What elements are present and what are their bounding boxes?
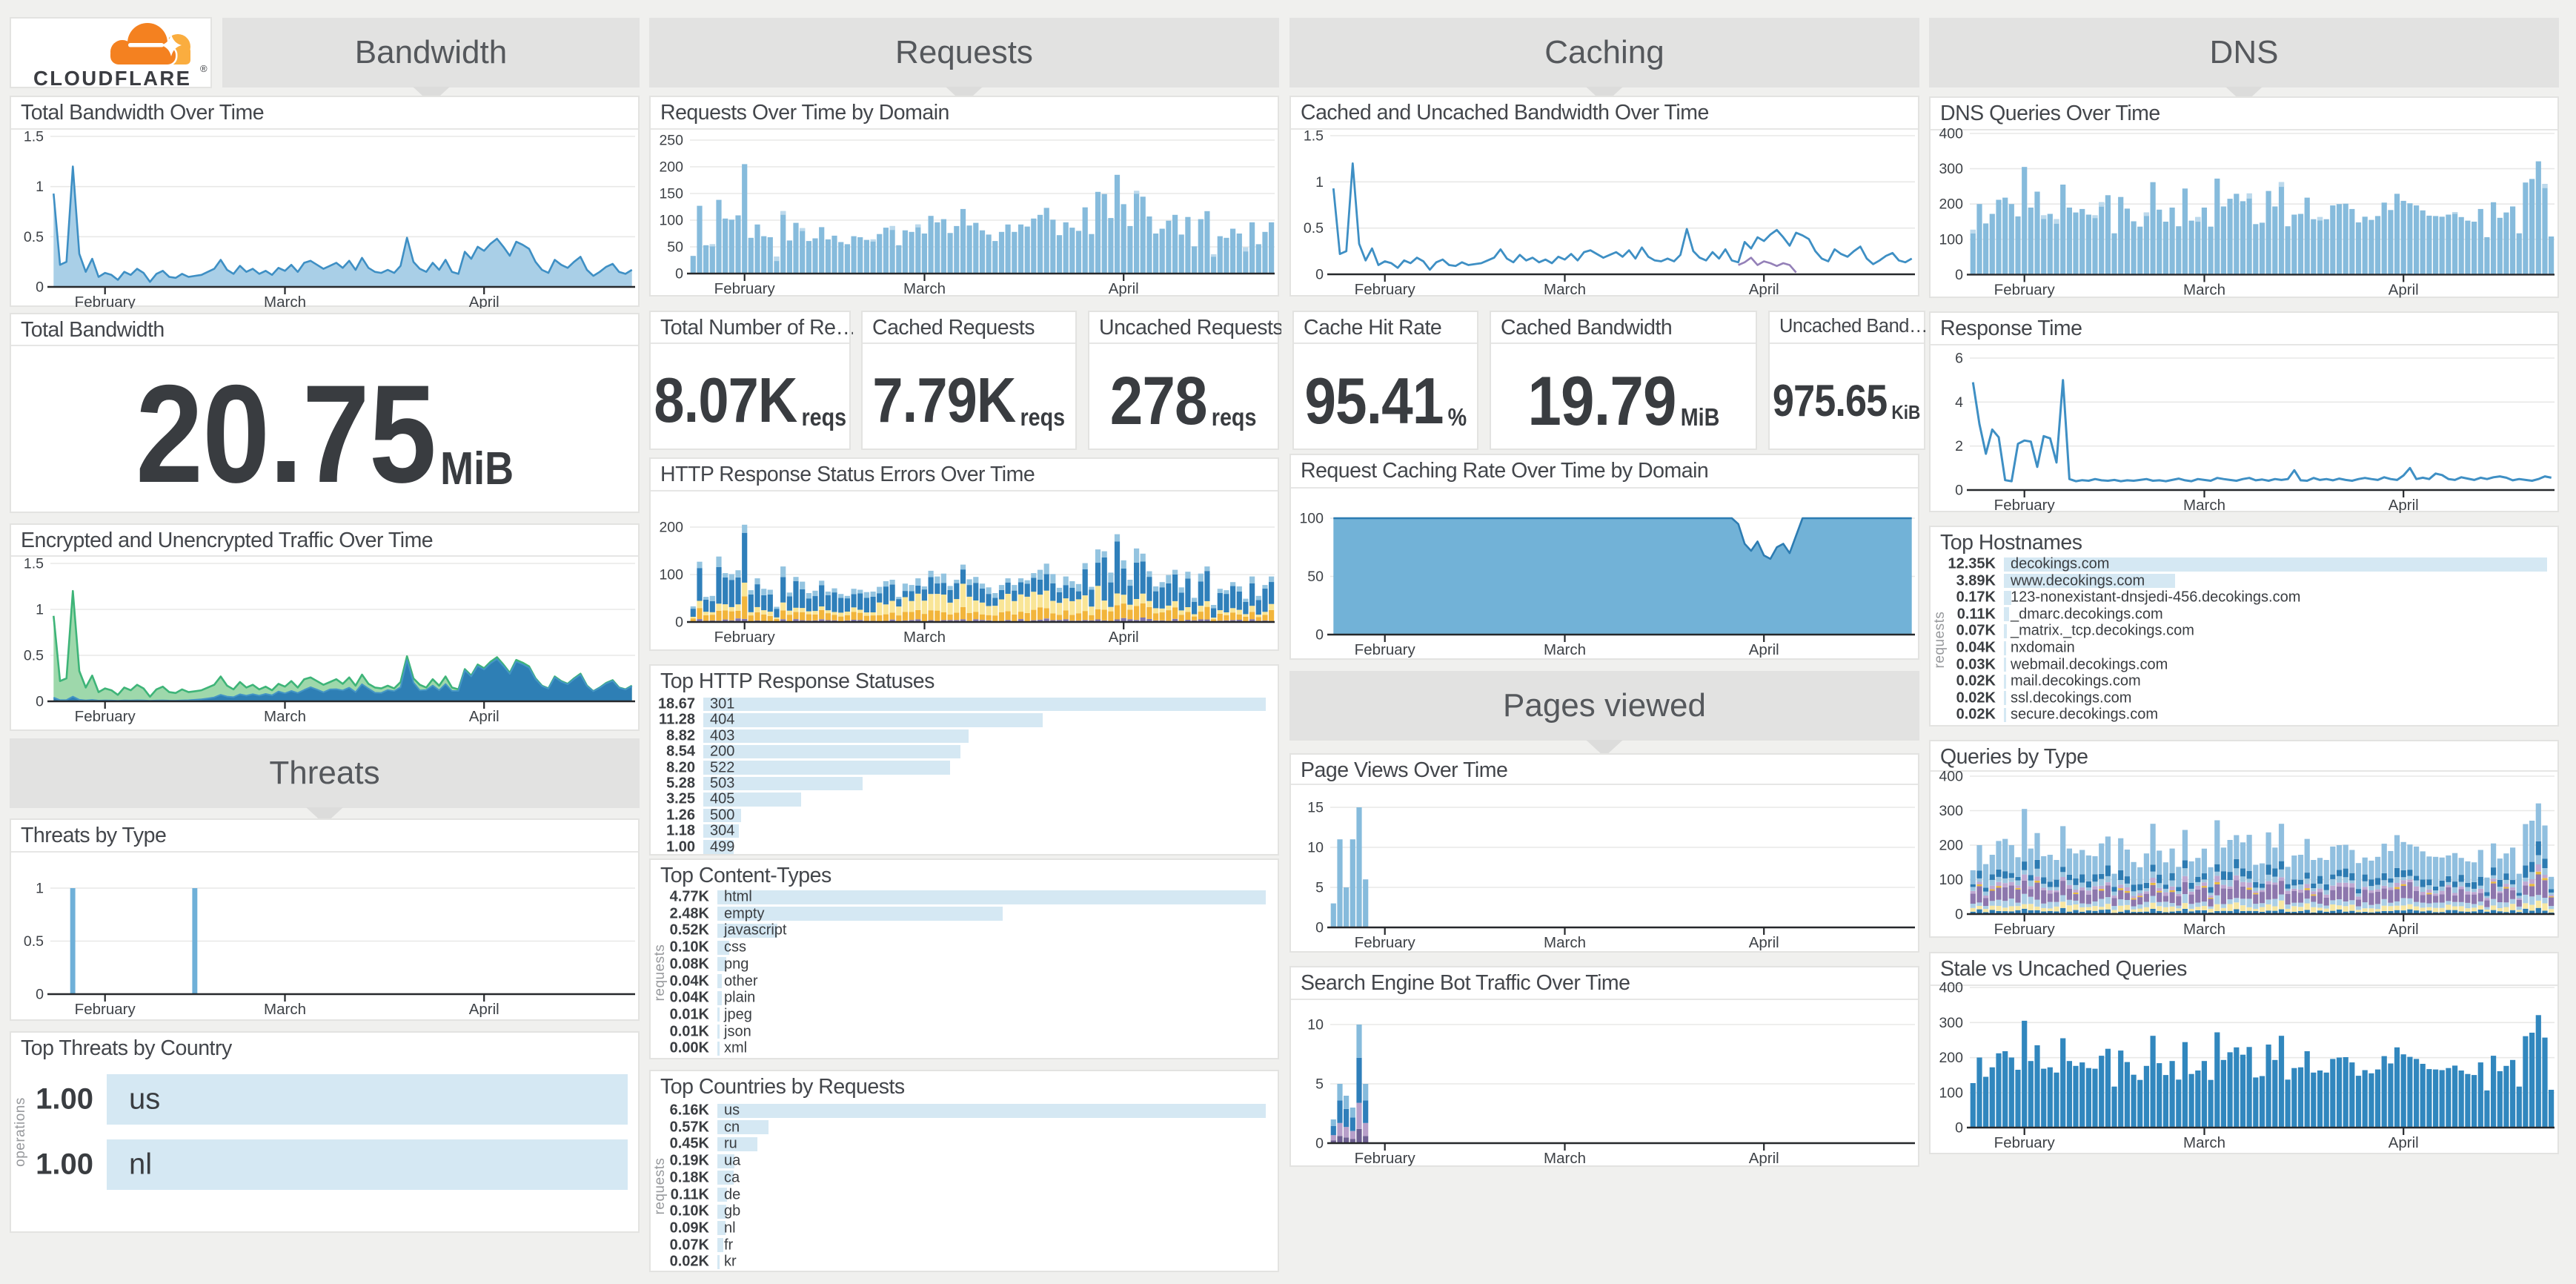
svg-text:0: 0 — [675, 266, 683, 282]
svg-text:100: 100 — [1299, 511, 1324, 527]
svg-text:100: 100 — [659, 213, 683, 229]
svg-text:1: 1 — [36, 881, 44, 897]
svg-text:April: April — [2389, 281, 2419, 298]
svg-text:April: April — [1749, 281, 1779, 298]
svg-text:April: April — [469, 1001, 499, 1018]
svg-text:February: February — [1355, 641, 1416, 658]
svg-text:®: ® — [200, 63, 208, 74]
svg-text:March: March — [1544, 281, 1586, 298]
svg-text:March: March — [2183, 281, 2225, 298]
svg-text:10: 10 — [1307, 1017, 1324, 1033]
svg-text:February: February — [75, 1001, 136, 1018]
svg-text:200: 200 — [1939, 196, 1963, 213]
svg-text:150: 150 — [659, 186, 683, 202]
svg-text:April: April — [2389, 921, 2419, 938]
svg-text:1: 1 — [36, 179, 44, 195]
svg-text:1.5: 1.5 — [24, 556, 44, 572]
svg-text:0: 0 — [1955, 483, 1963, 499]
svg-text:50: 50 — [1307, 569, 1324, 585]
svg-text:50: 50 — [667, 239, 683, 256]
svg-text:March: March — [903, 629, 946, 646]
svg-text:400: 400 — [1939, 126, 1963, 142]
svg-text:February: February — [1355, 934, 1416, 951]
svg-text:0.5: 0.5 — [24, 229, 44, 245]
svg-text:March: March — [2183, 1134, 2225, 1151]
svg-text:February: February — [1994, 1134, 2056, 1151]
svg-text:0.5: 0.5 — [1304, 220, 1324, 236]
svg-text:March: March — [903, 280, 946, 297]
svg-text:0: 0 — [1315, 627, 1324, 643]
svg-text:February: February — [1994, 921, 2056, 938]
svg-text:March: March — [264, 1001, 306, 1018]
svg-text:200: 200 — [659, 159, 683, 176]
svg-text:April: April — [2389, 497, 2419, 514]
svg-text:1: 1 — [36, 602, 44, 618]
svg-text:April: April — [1749, 934, 1779, 951]
svg-text:250: 250 — [659, 133, 683, 149]
svg-text:10: 10 — [1307, 840, 1324, 856]
svg-text:March: March — [2183, 921, 2225, 938]
svg-text:400: 400 — [1939, 980, 1963, 996]
svg-text:April: April — [1749, 1150, 1779, 1167]
svg-text:March: March — [2183, 497, 2225, 514]
svg-text:April: April — [1749, 641, 1779, 658]
svg-text:February: February — [1355, 281, 1416, 298]
svg-text:300: 300 — [1939, 1015, 1963, 1031]
svg-text:100: 100 — [1939, 231, 1963, 248]
svg-text:400: 400 — [1939, 769, 1963, 785]
svg-text:0: 0 — [36, 279, 44, 296]
svg-text:100: 100 — [659, 567, 683, 583]
svg-text:April: April — [469, 708, 499, 725]
svg-text:March: March — [1544, 1150, 1586, 1167]
svg-text:0: 0 — [1955, 267, 1963, 283]
svg-text:4: 4 — [1955, 394, 1963, 411]
svg-text:200: 200 — [1939, 838, 1963, 854]
svg-text:300: 300 — [1939, 803, 1963, 819]
svg-text:February: February — [714, 629, 776, 646]
svg-text:100: 100 — [1939, 872, 1963, 888]
svg-text:February: February — [1994, 281, 2056, 298]
svg-text:0: 0 — [1315, 267, 1324, 283]
svg-text:February: February — [75, 708, 136, 725]
svg-text:1.5: 1.5 — [1304, 128, 1324, 145]
svg-text:April: April — [469, 294, 499, 308]
svg-text:April: April — [1109, 280, 1139, 297]
svg-text:0: 0 — [1315, 1136, 1324, 1152]
svg-text:200: 200 — [1939, 1050, 1963, 1066]
svg-text:0.5: 0.5 — [24, 648, 44, 664]
svg-text:1: 1 — [1315, 174, 1324, 191]
svg-text:0: 0 — [1955, 907, 1963, 923]
svg-text:5: 5 — [1315, 880, 1324, 896]
svg-text:0: 0 — [675, 615, 683, 631]
svg-text:0: 0 — [36, 987, 44, 1003]
svg-text:March: March — [264, 294, 306, 308]
svg-text:CLOUDFLARE: CLOUDFLARE — [33, 67, 191, 90]
svg-text:0.5: 0.5 — [24, 933, 44, 950]
svg-text:0: 0 — [1955, 1120, 1963, 1136]
svg-text:300: 300 — [1939, 161, 1963, 177]
svg-text:0: 0 — [1315, 920, 1324, 936]
svg-text:April: April — [1109, 629, 1139, 646]
svg-text:100: 100 — [1939, 1085, 1963, 1102]
svg-text:April: April — [2389, 1134, 2419, 1151]
svg-text:February: February — [1355, 1150, 1416, 1167]
svg-text:5: 5 — [1315, 1076, 1324, 1093]
svg-text:2: 2 — [1955, 438, 1963, 454]
svg-text:200: 200 — [659, 520, 683, 536]
svg-text:March: March — [1544, 641, 1586, 658]
svg-text:1.5: 1.5 — [24, 129, 44, 145]
svg-text:February: February — [714, 280, 776, 297]
svg-text:15: 15 — [1307, 800, 1324, 816]
svg-text:March: March — [264, 708, 306, 725]
svg-text:6: 6 — [1955, 351, 1963, 367]
svg-text:February: February — [1994, 497, 2056, 514]
svg-text:February: February — [75, 294, 136, 308]
svg-text:0: 0 — [36, 694, 44, 710]
svg-text:March: March — [1544, 934, 1586, 951]
